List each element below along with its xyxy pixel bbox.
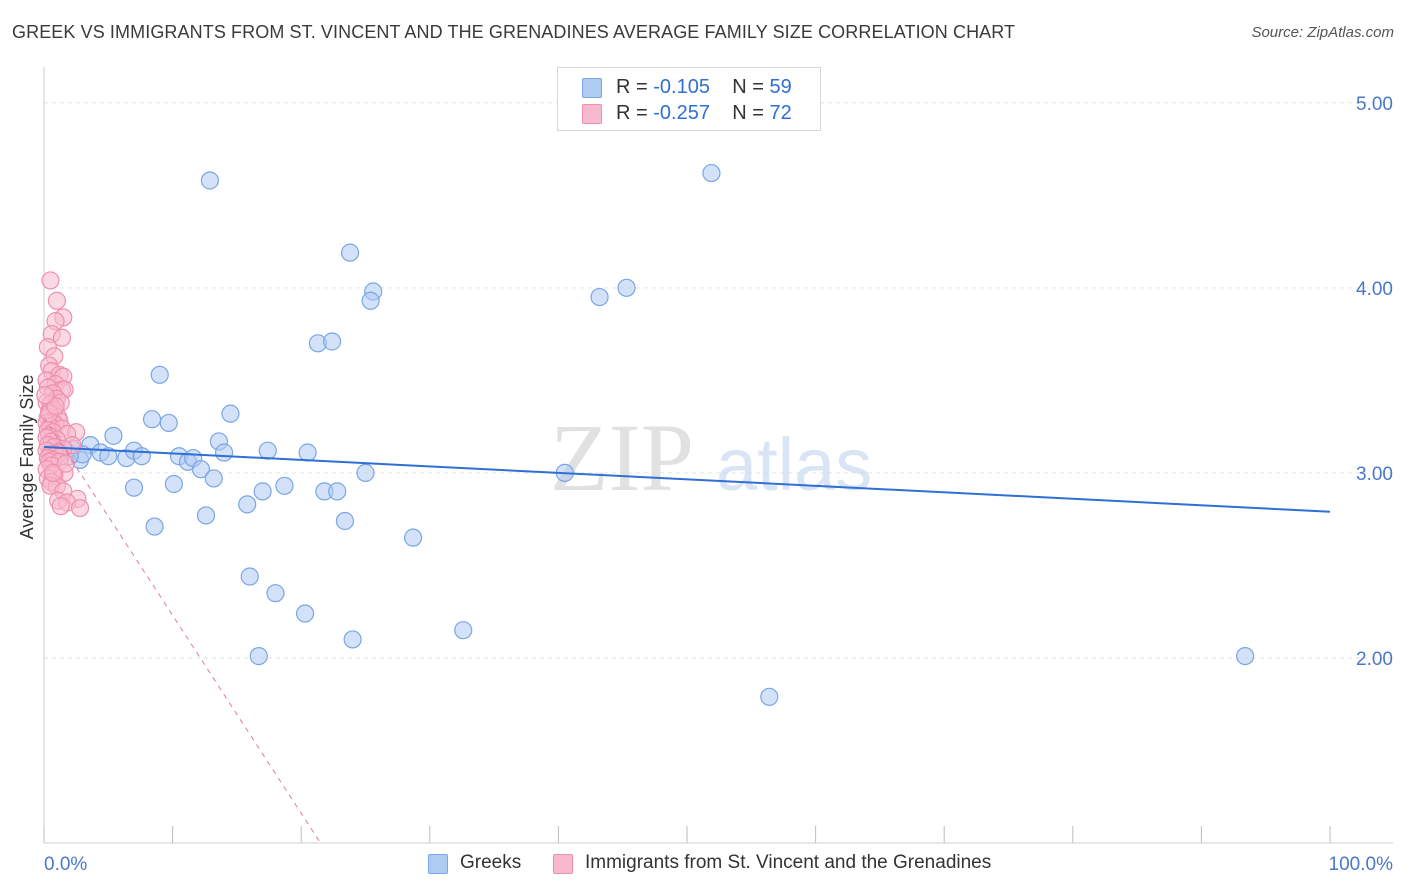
legend-swatch-svg-immigrants — [582, 104, 602, 124]
legend-text-greeks: R = -0.105 N = 59 — [616, 76, 792, 99]
point-greeks — [200, 171, 219, 190]
point-greeks — [164, 474, 183, 494]
point-greeks — [343, 630, 362, 649]
watermark-zip: ZIP — [550, 404, 694, 511]
point-greeks — [132, 447, 151, 466]
bottom-legend-label-svg-immigrants: Immigrants from St. Vincent and the Gren… — [585, 852, 992, 873]
point-greeks — [361, 291, 380, 310]
legend-n-label: N = — [732, 102, 770, 124]
point-greeks — [124, 478, 144, 497]
point-svg-immigrants — [46, 397, 65, 416]
legend-n-value: 59 — [769, 76, 792, 98]
point-greeks — [196, 506, 216, 525]
chart-title: GREEK VS IMMIGRANTS FROM ST. VINCENT AND… — [12, 22, 1016, 42]
point-greeks — [204, 469, 223, 488]
point-greeks — [1236, 646, 1255, 666]
point-svg-immigrants — [41, 271, 60, 290]
point-greeks — [240, 567, 259, 586]
y-tick-label: 5.00 — [1356, 94, 1393, 115]
legend-n-label: N = — [732, 76, 770, 98]
point-greeks — [191, 460, 210, 479]
points-layer — [36, 163, 1255, 706]
bottom-legend-swatch-greeks — [428, 854, 448, 874]
point-greeks — [150, 365, 169, 384]
point-greeks — [760, 687, 779, 706]
point-greeks — [335, 511, 355, 531]
trend-line-svg-immigrants — [43, 417, 321, 844]
point-greeks — [356, 463, 375, 482]
point-greeks — [454, 621, 473, 640]
legend-text-svg-immigrants: R = -0.257 N = 72 — [616, 102, 792, 125]
point-greeks — [295, 604, 315, 623]
watermark-atlas: atlas — [716, 423, 872, 506]
legend-r-value: -0.105 — [653, 76, 710, 98]
labels-layer: 2.00 3.00 4.00 5.00 0.0% 100.0% — [44, 94, 1393, 875]
point-greeks — [258, 441, 277, 460]
y-tick-label: 2.00 — [1356, 649, 1393, 670]
point-greeks — [253, 482, 272, 501]
stats-legend: R = -0.105 N = 59 R = -0.257 N = 72 — [557, 67, 821, 131]
point-greeks — [340, 243, 360, 262]
point-greeks — [249, 646, 268, 666]
point-greeks — [159, 413, 178, 433]
bottom-legend-swatch-svg-immigrants — [553, 854, 573, 874]
point-greeks — [214, 443, 234, 462]
source-label: Source: ZipAtlas.com — [1251, 24, 1394, 41]
point-greeks — [238, 495, 257, 514]
point-greeks — [104, 426, 123, 445]
point-greeks — [328, 482, 347, 501]
y-tick-label: 4.00 — [1356, 279, 1393, 300]
y-tick-label: 3.00 — [1356, 464, 1393, 485]
trend-layer — [43, 417, 1331, 844]
point-svg-immigrants — [70, 498, 90, 518]
legend-r-label: R = — [616, 76, 654, 98]
legend-n-value: 72 — [769, 102, 792, 124]
x-tick-label-end: 100.0% — [1329, 854, 1394, 875]
point-greeks — [275, 476, 294, 495]
point-svg-immigrants — [51, 497, 70, 516]
point-greeks — [590, 287, 609, 307]
point-greeks — [403, 528, 423, 547]
point-greeks — [266, 584, 285, 603]
point-greeks — [142, 410, 162, 429]
legend-swatch-greeks — [582, 78, 602, 98]
point-svg-immigrants — [43, 463, 63, 482]
point-greeks — [99, 447, 118, 466]
legend-r-value: -0.257 — [653, 102, 710, 124]
point-greeks — [702, 163, 721, 183]
trend-line-greeks — [43, 445, 1331, 513]
point-svg-immigrants — [52, 328, 72, 347]
point-svg-immigrants — [56, 454, 75, 473]
y-axis-label: Average Family Size — [17, 375, 37, 540]
bottom-legend-label-greeks: Greeks — [460, 852, 522, 873]
point-greeks — [617, 278, 636, 297]
legend-r-label: R = — [616, 102, 654, 124]
point-greeks — [298, 443, 317, 462]
x-tick-label-start: 0.0% — [44, 854, 87, 875]
point-svg-immigrants — [47, 291, 66, 310]
point-svg-immigrants — [36, 386, 55, 405]
point-greeks — [322, 332, 342, 351]
point-greeks — [145, 517, 164, 536]
point-greeks — [221, 404, 240, 423]
